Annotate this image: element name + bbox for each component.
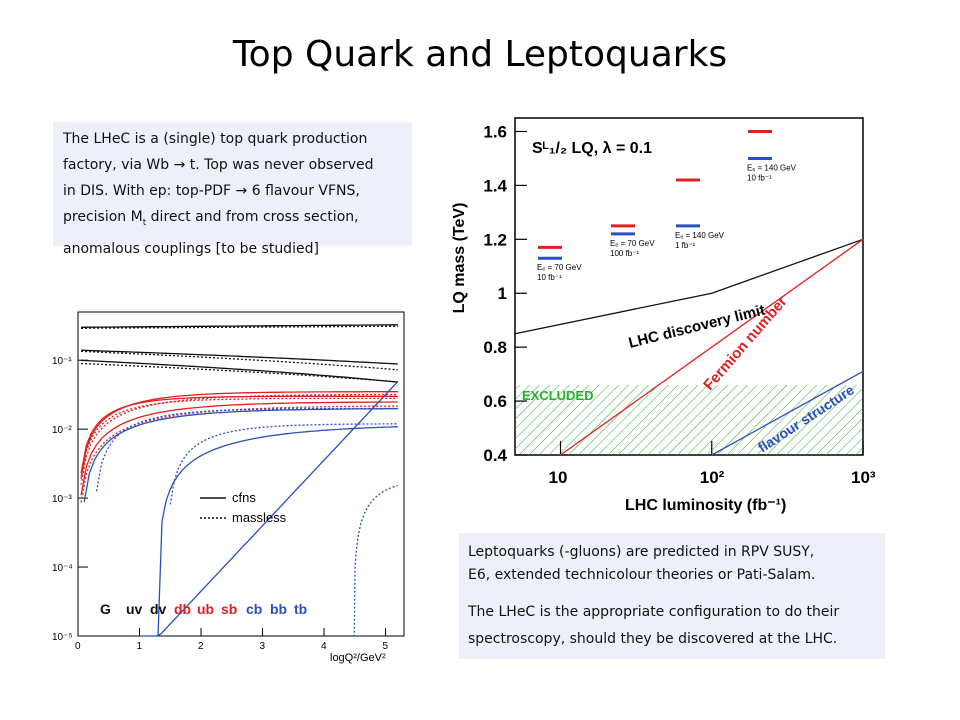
text-line: precision Mt direct and from cross secti… — [63, 204, 406, 236]
pdf-curve-massless — [95, 407, 398, 492]
lheC-label: 1 fb⁻¹ — [675, 241, 696, 250]
x-tick-label: 1 — [137, 641, 143, 652]
parton-label: G — [100, 601, 111, 617]
top-quark-text-box: The LHeC is a (single) top quark product… — [53, 122, 412, 257]
legend-solid-label: cfns — [232, 490, 256, 505]
lq-series-line — [560, 238, 864, 456]
pdf-chart: 0 1 2 3 4 5 10⁻¹ 10⁻² 10⁻³ 10⁻⁴ 10⁻⁵ cfns massless… — [52, 311, 405, 664]
y-tick-label: 10⁻³ — [52, 494, 72, 505]
parton-label: tb — [294, 601, 307, 617]
text-span: spectroscopy, should they be discovered … — [468, 631, 838, 647]
y-tick-label: 10⁻¹ — [52, 356, 72, 367]
parton-label: cb — [246, 601, 262, 617]
y-tick-label: 10⁻⁴ — [52, 563, 73, 574]
lheC-label: Eₑ = 140 GeV — [747, 163, 797, 172]
lq-series-line — [711, 370, 864, 456]
x-tick-label: 4 — [321, 641, 327, 652]
parton-label: uv — [126, 601, 143, 617]
pdf-curve-cfns — [139, 381, 399, 637]
y-tick-label: 1.2 — [483, 230, 507, 249]
slide-title: Top Quark and Leptoquarks — [232, 34, 728, 75]
parton-label: sb — [221, 601, 237, 617]
subscript: t — [142, 217, 147, 228]
text-span: The LHeC is the appropriate configuratio… — [468, 604, 840, 620]
lheC-label: Eₑ = 140 GeV — [675, 231, 725, 240]
pdf-curve-cfns — [81, 349, 398, 365]
x-tick-label: 2 — [198, 641, 204, 652]
pdf-curve-cfns — [81, 324, 398, 328]
text-line: factory, via Wb → t. Top was never obser… — [63, 157, 374, 173]
legend-dashed-label: massless — [232, 510, 287, 525]
x-tick-label: 10² — [700, 468, 725, 487]
parton-label: ub — [197, 601, 214, 617]
pdf-curve-massless — [81, 362, 398, 383]
lq-chart: EXCLUDED 10 10² 10³ 0.4 0.6 0.8 1 1.2 1.4 1.6 Eₑ … — [451, 117, 876, 514]
text-line: E6, extended technicolour theories or Pa… — [468, 567, 816, 583]
lheC-label: 100 fb⁻¹ — [610, 249, 639, 258]
text-line: in DIS. With ep: top-PDF → 6 flavour VFN… — [63, 183, 360, 199]
pdf-x-axis-label: logQ²/GeV² — [330, 652, 386, 664]
pdf-curve-massless — [81, 350, 398, 371]
parton-label: bb — [270, 601, 287, 617]
text-line: The LHeC is a (single) top quark product… — [63, 131, 368, 147]
pdf-curve-cfns — [80, 395, 398, 474]
lq-chart-title: Sᴸ₁/₂ LQ, λ = 0.1 — [532, 140, 652, 157]
lheC-label: Eₑ = 70 GeV — [610, 239, 655, 248]
leptoquark-text-box: Leptoquarks (-gluons) are predicted in R… — [459, 533, 885, 659]
lq-x-axis-label: LHC luminosity (fb⁻¹) — [625, 497, 786, 514]
parton-label: db — [174, 601, 191, 617]
x-tick-label: 10 — [549, 468, 568, 487]
x-tick-label: 5 — [383, 641, 389, 652]
lheC-label: Eₑ = 70 GeV — [537, 263, 582, 272]
x-tick-label: 3 — [260, 641, 266, 652]
lq-series-line — [514, 238, 864, 335]
text-line: Leptoquarks (-gluons) are predicted in R… — [468, 544, 815, 560]
excluded-label: EXCLUDED — [522, 388, 594, 403]
pdf-curve-cfns — [81, 359, 398, 383]
y-tick-label: 0.4 — [483, 446, 507, 465]
pdf-curve-massless — [81, 325, 398, 329]
y-tick-label: 0.8 — [483, 338, 507, 357]
lheC-label: 10 fb⁻¹ — [537, 273, 562, 282]
x-tick-label: 10³ — [851, 468, 876, 487]
pdf-curve-cfns — [80, 401, 398, 496]
text-line: anomalous couplings [to be studied] — [63, 240, 319, 257]
x-tick-label: 0 — [75, 641, 81, 652]
y-tick-label: 1.6 — [483, 122, 507, 141]
pdf-curve-massless — [169, 423, 398, 505]
pdf-curve-cfns — [157, 426, 398, 637]
text-span: direct and from cross section, — [146, 209, 359, 225]
pdf-curve-massless — [353, 484, 399, 637]
y-tick-label: 10⁻² — [52, 425, 72, 436]
y-tick-label: 10⁻⁵ — [52, 632, 73, 643]
y-tick-label: 1.4 — [483, 176, 507, 195]
excluded-region — [515, 384, 863, 455]
y-tick-label: 1 — [498, 284, 507, 303]
lheC-label: 10 fb⁻¹ — [747, 173, 772, 182]
lq-y-axis-label: LQ mass (TeV) — [451, 203, 468, 314]
y-tick-label: 0.6 — [483, 392, 507, 411]
text-paragraph: The LHeC is the appropriate configuratio… — [468, 599, 877, 653]
parton-label: dv — [150, 601, 167, 617]
text-span: precision M — [63, 209, 143, 225]
